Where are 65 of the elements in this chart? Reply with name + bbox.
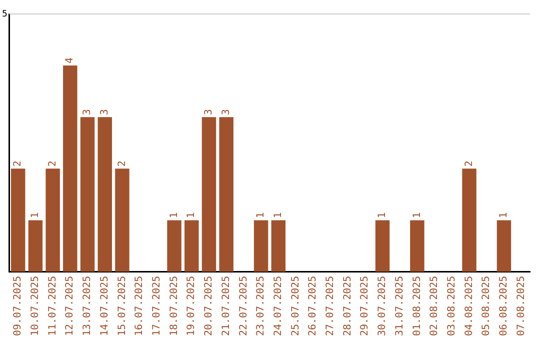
data-label: 1 xyxy=(30,212,42,218)
x-tick-label: 28.07.2025 xyxy=(342,276,354,336)
x-tick-label: 22.07.2025 xyxy=(238,276,250,336)
x-tick-label: 24.07.2025 xyxy=(272,276,284,336)
x-tick-label: 07.08.2025 xyxy=(516,276,527,336)
x-tick-label: 10.07.2025 xyxy=(30,276,42,336)
data-label: 1 xyxy=(498,212,510,218)
bar xyxy=(80,117,95,272)
data-label: 2 xyxy=(464,160,475,167)
bar xyxy=(28,220,43,272)
x-tick-label: 14.07.2025 xyxy=(99,276,110,336)
data-label: 4 xyxy=(64,58,76,64)
data-label: 3 xyxy=(99,109,110,116)
x-tick-label: 12.07.2025 xyxy=(64,276,76,336)
x-tick-label: 27.07.2025 xyxy=(325,276,336,336)
data-label: 1 xyxy=(377,212,388,218)
x-tick-label: 03.08.2025 xyxy=(446,276,458,336)
bar xyxy=(462,168,476,272)
x-tick-label: 01.08.2025 xyxy=(412,276,423,336)
x-tick-label: 21.07.2025 xyxy=(220,276,232,336)
x-tick-label: 13.07.2025 xyxy=(82,276,94,336)
bar xyxy=(46,168,60,272)
bar xyxy=(375,220,390,272)
bar xyxy=(496,220,512,272)
x-tick-label: 30.07.2025 xyxy=(377,276,388,336)
data-label: 2 xyxy=(116,160,128,167)
data-label: 1 xyxy=(412,212,423,218)
bar xyxy=(10,168,26,272)
bar xyxy=(98,117,112,272)
bar xyxy=(167,220,182,272)
data-label: 3 xyxy=(220,109,232,116)
x-tick-label: 09.07.2025 xyxy=(12,276,24,336)
x-tick-label: 18.07.2025 xyxy=(168,276,180,336)
x-tick-label: 04.08.2025 xyxy=(464,276,475,336)
x-tick-label: 31.07.2025 xyxy=(394,276,406,336)
data-label: 3 xyxy=(204,109,215,116)
data-label: 1 xyxy=(256,212,267,218)
bar xyxy=(410,220,424,272)
x-tick-label: 23.07.2025 xyxy=(256,276,267,336)
data-label: 1 xyxy=(168,212,180,218)
x-tick-label: 05.08.2025 xyxy=(481,276,492,336)
data-label: 2 xyxy=(47,160,58,167)
x-tick-label: 16.07.2025 xyxy=(134,276,146,336)
bar xyxy=(115,168,130,272)
bar xyxy=(271,220,286,272)
data-label: 3 xyxy=(82,109,94,116)
bar xyxy=(63,66,78,272)
x-tick-label: 02.08.2025 xyxy=(429,276,440,336)
x-tick-label: 26.07.2025 xyxy=(308,276,319,336)
x-tick-label: 19.07.2025 xyxy=(186,276,198,336)
bar xyxy=(254,220,268,272)
x-tick-label: 25.07.2025 xyxy=(290,276,302,336)
data-label: 2 xyxy=(12,160,24,167)
bar xyxy=(202,117,216,272)
x-tick-label: 06.08.2025 xyxy=(498,276,510,336)
x-tick-label: 20.07.2025 xyxy=(204,276,215,336)
data-label: 1 xyxy=(186,212,198,218)
data-label: 1 xyxy=(272,212,284,218)
bar xyxy=(184,220,199,272)
bar xyxy=(219,117,234,272)
x-tick-label: 29.07.2025 xyxy=(360,276,371,336)
y-tick-label: 5 xyxy=(2,9,8,20)
x-tick-label: 15.07.2025 xyxy=(116,276,128,336)
x-tick-label: 11.07.2025 xyxy=(47,276,58,336)
x-tick-label: 17.07.2025 xyxy=(152,276,163,336)
